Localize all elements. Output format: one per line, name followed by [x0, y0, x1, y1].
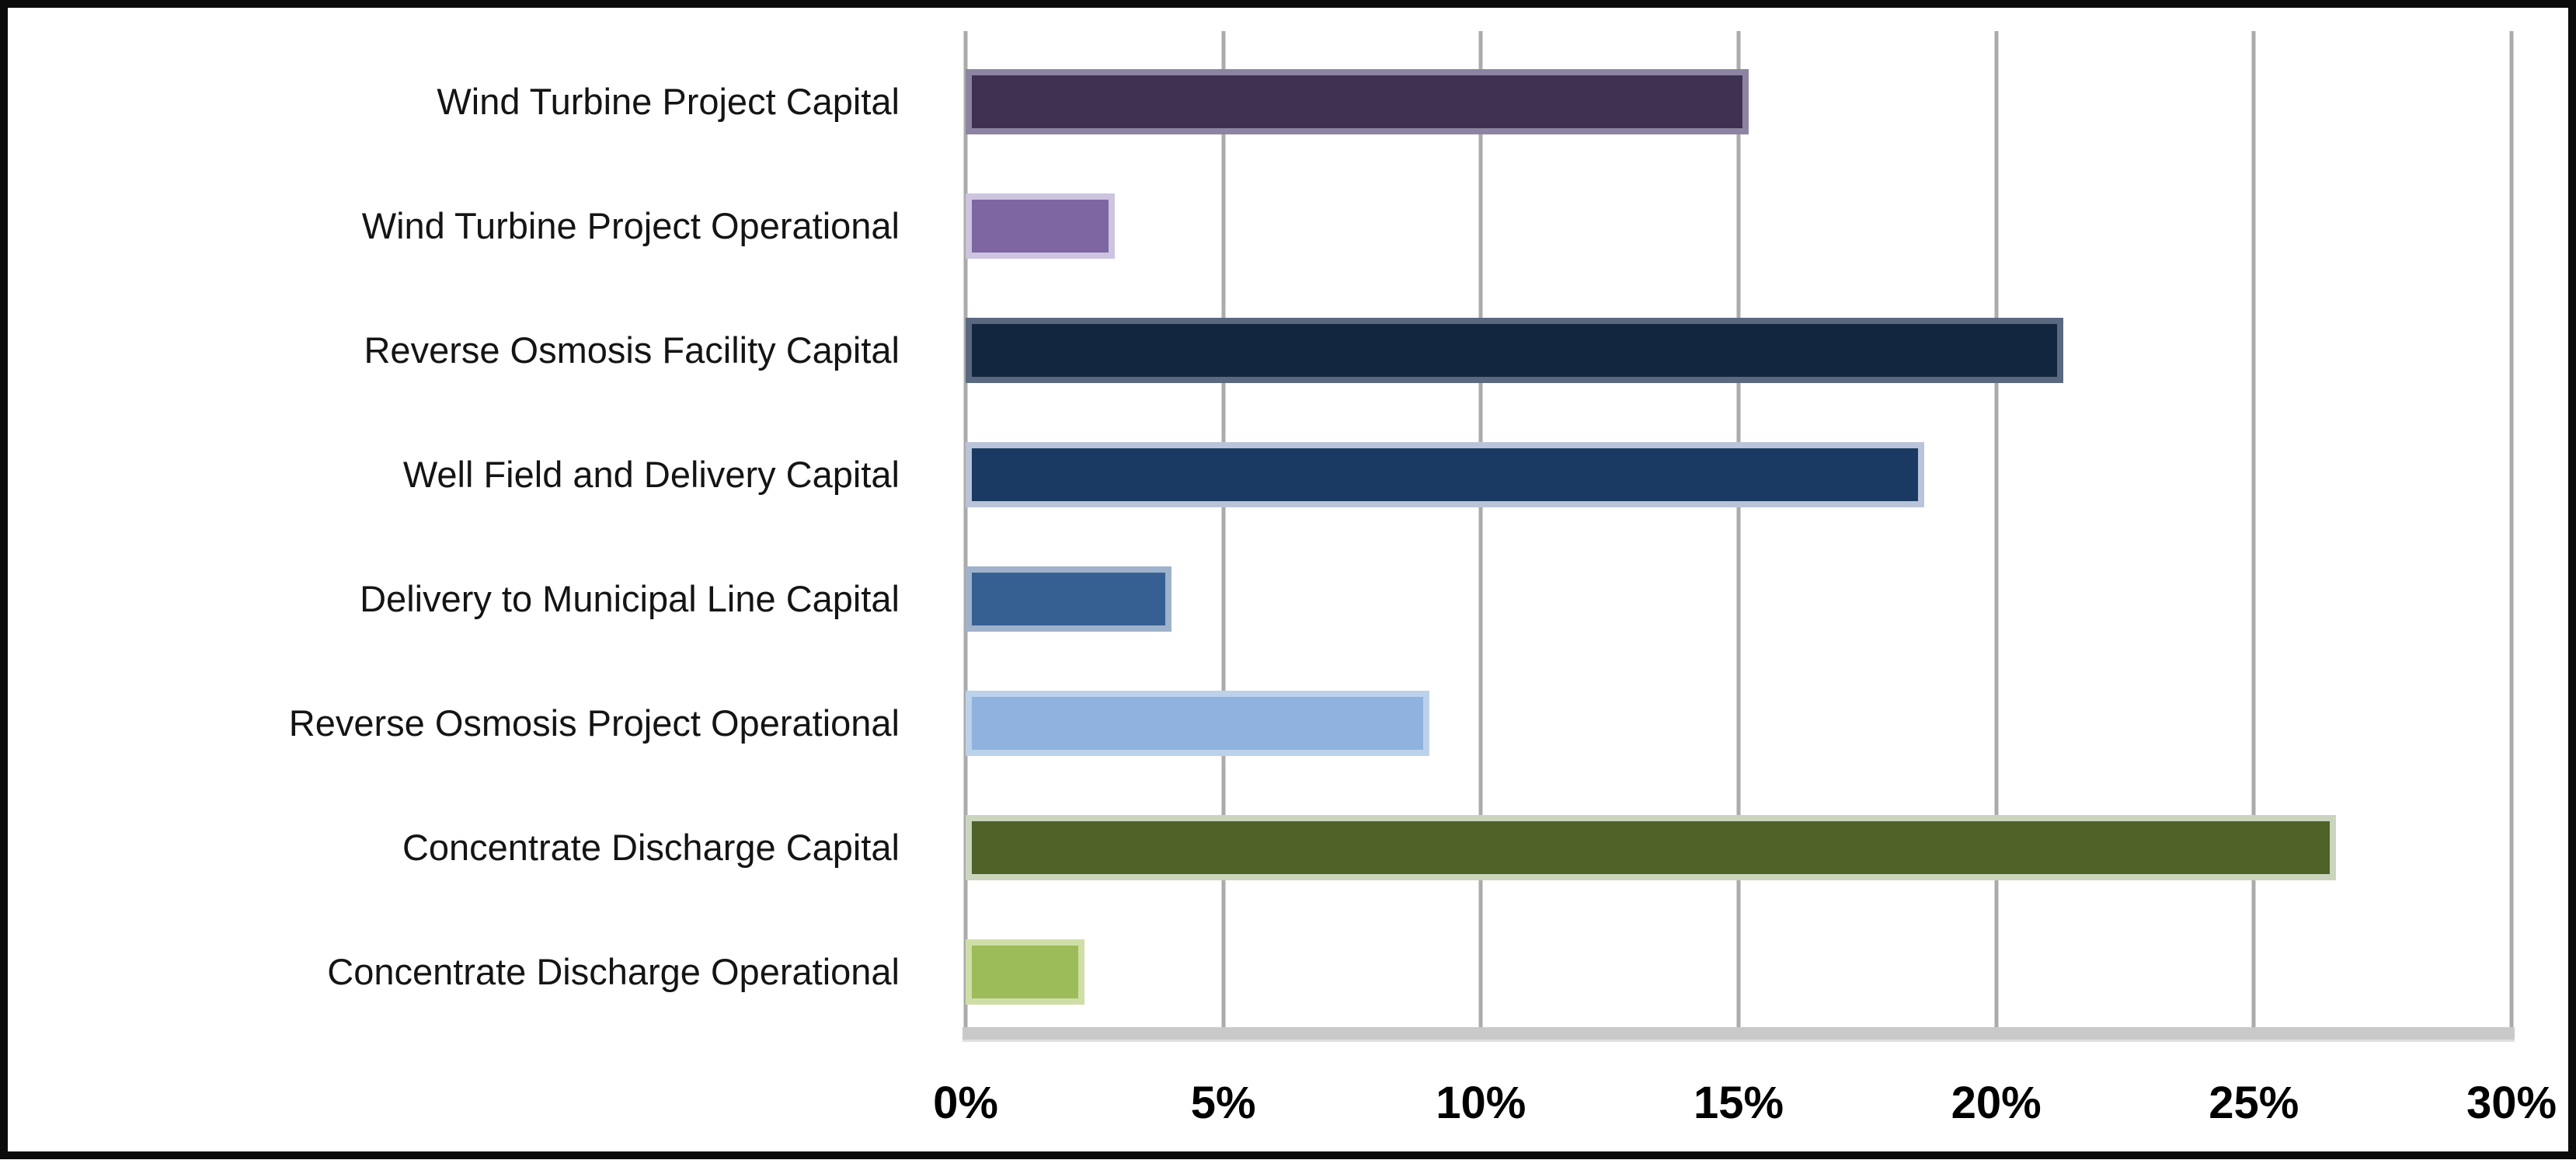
- bar-5: [966, 566, 1171, 632]
- gridline-10: [1478, 31, 1483, 1033]
- category-label-6: Reverse Osmosis Project Operational: [288, 702, 900, 744]
- bar-6: [966, 691, 1429, 756]
- gridline-30: [2509, 31, 2514, 1033]
- plot-area: [963, 31, 2515, 1040]
- bar-2: [966, 193, 1115, 259]
- x-tick-label-25: 25%: [2209, 1078, 2299, 1128]
- category-label-2: Wind Turbine Project Operational: [361, 205, 900, 246]
- category-label-1: Wind Turbine Project Capital: [437, 81, 900, 122]
- x-tick-label-5: 5%: [1190, 1078, 1256, 1128]
- category-label-3: Reverse Osmosis Facility Capital: [364, 329, 900, 371]
- bar-8: [966, 939, 1084, 1005]
- category-axis: Wind Turbine Project Capital Wind Turbine…: [8, 8, 932, 1167]
- gridline-20: [1994, 31, 1999, 1033]
- value-axis: 0% 5% 10% 15% 20% 25% 30%: [8, 8, 2576, 1167]
- category-label-7: Concentrate Discharge Capital: [402, 827, 900, 868]
- gridline-25: [2251, 31, 2256, 1033]
- bar-3: [966, 318, 2063, 383]
- category-label-5: Delivery to Municipal Line Capital: [360, 578, 900, 619]
- bar-4: [966, 442, 1924, 507]
- x-tick-label-15: 15%: [1693, 1078, 1784, 1128]
- x-tick-label-30: 30%: [2466, 1078, 2557, 1128]
- x-tick-label-0: 0%: [933, 1078, 998, 1128]
- bar-7: [966, 815, 2336, 880]
- gridline-0: [963, 31, 968, 1033]
- x-axis-line: [963, 1027, 2515, 1040]
- gridline-5: [1221, 31, 1226, 1033]
- gridline-15: [1736, 31, 1741, 1033]
- x-tick-label-20: 20%: [1951, 1078, 2042, 1128]
- category-label-8: Concentrate Discharge Operational: [327, 951, 900, 992]
- x-tick-label-10: 10%: [1436, 1078, 1526, 1128]
- bar-1: [966, 69, 1749, 134]
- category-label-4: Well Field and Delivery Capital: [402, 454, 900, 495]
